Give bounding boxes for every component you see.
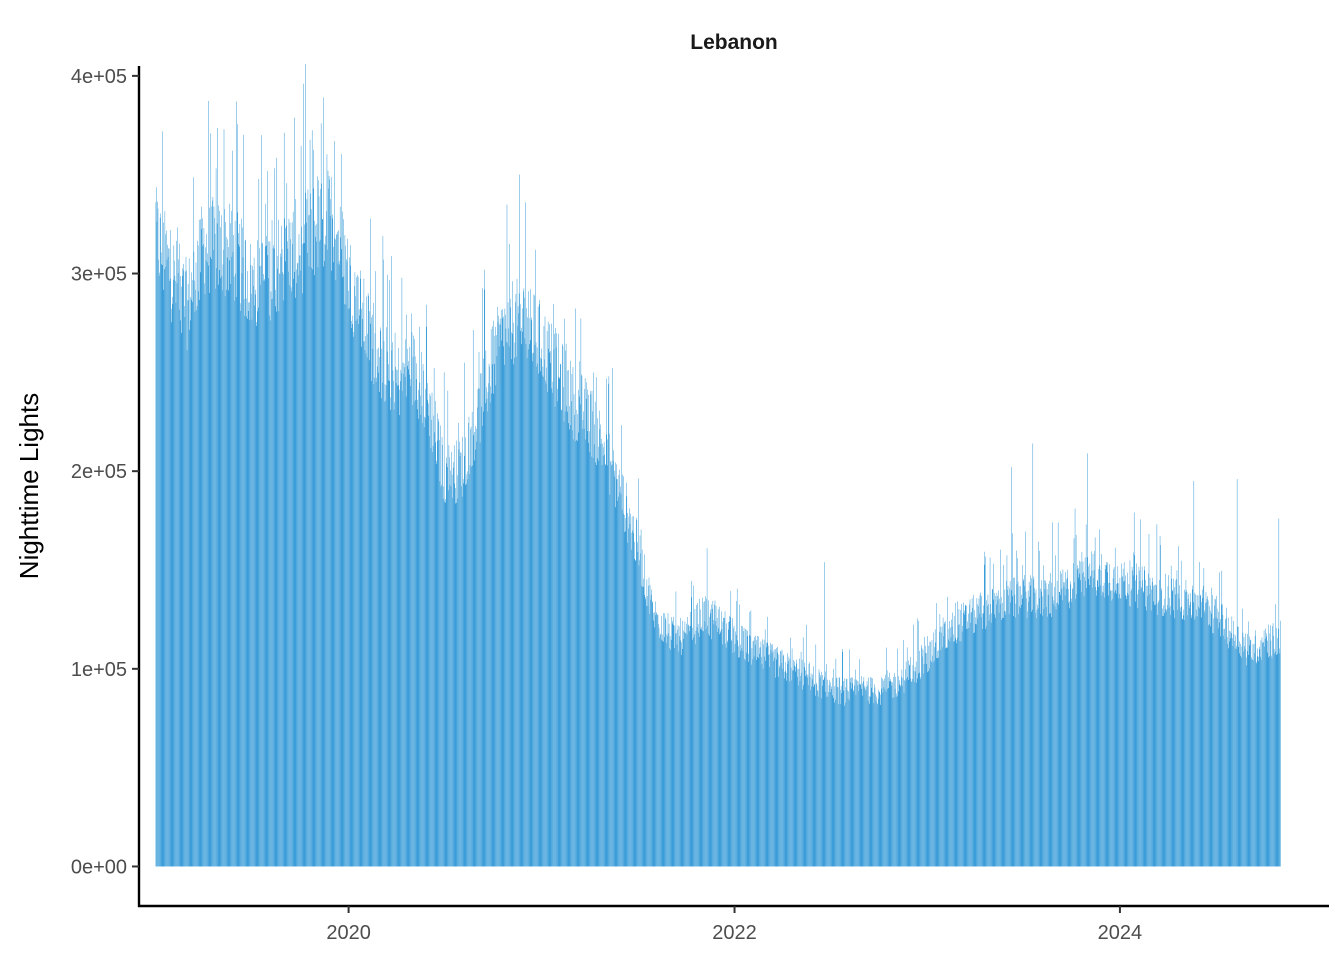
y-tick-label: 1e+05 bbox=[71, 659, 127, 681]
x-axis-ticks: 2020 2022 2024 bbox=[326, 906, 1142, 944]
x-tick-label: 2020 bbox=[326, 922, 371, 944]
x-tick-label: 2022 bbox=[712, 922, 757, 944]
y-axis-ticks: 0e+00 1e+05 2e+05 3e+05 4e+05 bbox=[71, 66, 139, 878]
x-tick-label: 2024 bbox=[1098, 922, 1143, 944]
y-tick-label: 4e+05 bbox=[71, 66, 127, 88]
bar-series bbox=[155, 64, 1281, 867]
y-tick-label: 2e+05 bbox=[71, 461, 127, 483]
y-tick-label: 3e+05 bbox=[71, 264, 127, 286]
chart-title: Lebanon bbox=[690, 31, 778, 54]
y-axis-title: Nighttime Lights bbox=[14, 393, 44, 579]
y-tick-label: 0e+00 bbox=[71, 856, 127, 878]
